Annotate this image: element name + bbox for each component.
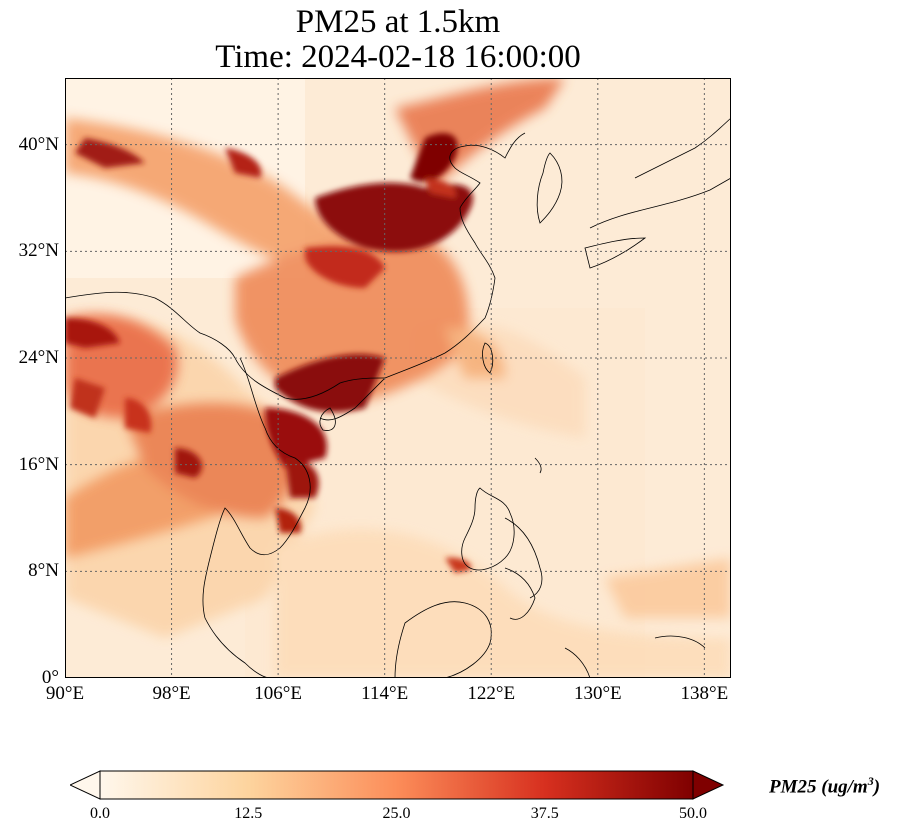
lat-tick-label: 24°N <box>18 347 59 368</box>
pm25-high-core-layer <box>65 133 473 573</box>
lon-tick-label: 114°E <box>361 683 409 704</box>
lon-tick-label: 98°E <box>152 683 191 704</box>
coastlines <box>65 117 731 678</box>
map-time-subtitle: Time: 2024-02-18 16:00:00 <box>215 39 581 75</box>
map-border <box>65 78 731 678</box>
lon-tick-label: 106°E <box>254 683 302 704</box>
lat-tick-label: 16°N <box>18 453 59 475</box>
colorbar-tick-label: 37.5 <box>530 805 559 822</box>
lat-tick-label: 40°N <box>18 133 59 155</box>
colorbar-gradient <box>99 770 694 800</box>
lon-tick-label: 90°E <box>45 683 85 704</box>
lat-tick-label: 32°N <box>18 240 59 262</box>
colorbar-tick-label: 0.0 <box>90 805 110 822</box>
colorbar-tick-label: 50.0 <box>679 805 707 822</box>
lon-tick-label: 130°E <box>573 683 622 704</box>
colorbar-min-extend-arrow <box>70 770 101 800</box>
colorbar-max-extend-arrow <box>692 770 725 800</box>
pm25-map-canvas <box>65 78 731 678</box>
colorbar-label: PM25 (ug/m3) <box>769 774 881 798</box>
gridlines <box>65 78 731 678</box>
colorbar <box>70 770 725 800</box>
colorbar-tick-label: 12.5 <box>234 805 263 822</box>
lat-tick-label: 8°N <box>28 560 59 582</box>
lon-tick-label: 138°E <box>680 683 729 704</box>
pm25-map <box>65 78 731 678</box>
colorbar-tick-label: 25.0 <box>382 805 411 822</box>
lat-tick-label: 0° <box>41 667 59 688</box>
lon-tick-label: 122°E <box>467 683 516 704</box>
map-title: PM25 at 1.5km <box>295 4 501 40</box>
